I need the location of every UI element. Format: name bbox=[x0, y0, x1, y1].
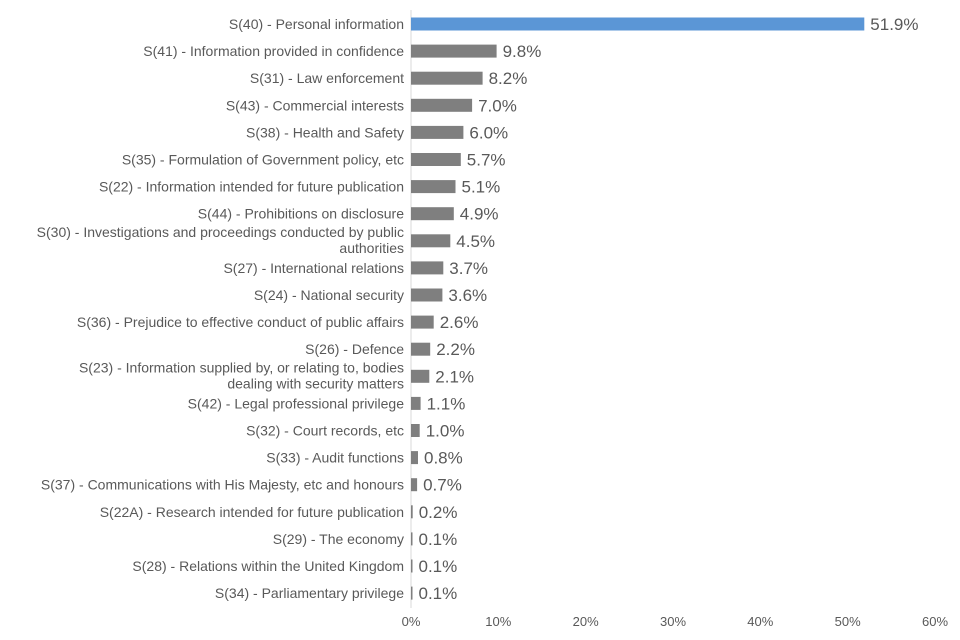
bar bbox=[411, 44, 497, 58]
bar bbox=[411, 180, 456, 194]
bar bbox=[411, 315, 434, 329]
bar bbox=[411, 559, 413, 573]
category-label: S(26) - Defence bbox=[305, 341, 404, 357]
data-label: 2.2% bbox=[436, 340, 475, 359]
category-label: S(24) - National security bbox=[254, 287, 404, 303]
bar bbox=[411, 71, 483, 85]
bar bbox=[411, 532, 413, 546]
category-label: S(27) - International relations bbox=[223, 260, 404, 276]
bar bbox=[411, 342, 431, 356]
bar bbox=[411, 478, 418, 492]
data-label: 51.9% bbox=[870, 15, 918, 34]
category-label: S(23) - Information supplied by, or rela… bbox=[79, 359, 404, 391]
category-label: S(42) - Legal professional privilege bbox=[188, 395, 405, 411]
category-label: S(38) - Health and Safety bbox=[246, 124, 404, 140]
x-tick-label: 20% bbox=[573, 614, 599, 629]
x-tick-label: 50% bbox=[835, 614, 861, 629]
category-label: S(36) - Prejudice to effective conduct o… bbox=[77, 314, 404, 330]
bar bbox=[411, 396, 421, 410]
bar bbox=[411, 505, 413, 519]
data-label: 9.8% bbox=[503, 42, 542, 61]
data-label: 0.7% bbox=[423, 476, 462, 495]
data-label: 2.1% bbox=[435, 367, 474, 386]
category-label: S(40) - Personal information bbox=[229, 16, 404, 32]
data-label: 5.1% bbox=[462, 178, 501, 197]
data-label: 3.7% bbox=[449, 259, 488, 278]
data-label: 5.7% bbox=[467, 151, 506, 170]
category-label: S(22) - Information intended for future … bbox=[99, 179, 404, 195]
bar bbox=[411, 153, 461, 166]
x-tick-label: 60% bbox=[922, 614, 948, 629]
category-label: S(43) - Commercial interests bbox=[226, 97, 404, 113]
data-label: 8.2% bbox=[489, 69, 528, 88]
x-tick-label: 0% bbox=[402, 614, 421, 629]
bar bbox=[411, 125, 464, 139]
data-label: 0.1% bbox=[419, 584, 458, 603]
data-label: 2.6% bbox=[440, 313, 479, 332]
category-label: S(35) - Formulation of Government policy… bbox=[122, 152, 404, 168]
category-label: S(30) - Investigations and proceedings c… bbox=[37, 224, 404, 256]
bar bbox=[411, 424, 420, 437]
bar bbox=[411, 234, 451, 248]
data-label: 1.1% bbox=[427, 394, 466, 413]
category-label: S(32) - Court records, etc bbox=[246, 423, 404, 439]
bar bbox=[411, 288, 443, 302]
data-label: 0.8% bbox=[424, 449, 463, 468]
category-label: S(31) - Law enforcement bbox=[250, 70, 404, 86]
data-label: 7.0% bbox=[478, 96, 517, 115]
category-label: S(29) - The economy bbox=[273, 531, 404, 547]
data-label: 3.6% bbox=[448, 286, 487, 305]
bar bbox=[411, 261, 444, 275]
data-label: 0.2% bbox=[419, 503, 458, 522]
bar bbox=[411, 586, 413, 600]
bar bbox=[411, 17, 865, 31]
data-label: 6.0% bbox=[469, 123, 508, 142]
x-tick-label: 40% bbox=[747, 614, 773, 629]
category-label: S(37) - Communications with His Majesty,… bbox=[41, 477, 404, 493]
category-label: S(44) - Prohibitions on disclosure bbox=[198, 206, 404, 222]
bar bbox=[411, 98, 473, 112]
data-label: 4.9% bbox=[460, 205, 499, 224]
bar bbox=[411, 451, 418, 465]
data-label: 0.1% bbox=[419, 530, 458, 549]
x-tick-label: 10% bbox=[485, 614, 511, 629]
bar bbox=[411, 207, 454, 221]
category-label: S(28) - Relations within the United King… bbox=[132, 558, 404, 574]
data-label: 1.0% bbox=[426, 422, 465, 441]
bar bbox=[411, 369, 430, 383]
category-label: S(22A) - Research intended for future pu… bbox=[100, 504, 404, 520]
data-label: 4.5% bbox=[456, 232, 495, 251]
x-tick-label: 30% bbox=[660, 614, 686, 629]
data-label: 0.1% bbox=[419, 557, 458, 576]
category-label: S(41) - Information provided in confiden… bbox=[143, 43, 404, 59]
category-label: S(34) - Parliamentary privilege bbox=[215, 585, 404, 601]
category-label: S(33) - Audit functions bbox=[266, 450, 404, 466]
